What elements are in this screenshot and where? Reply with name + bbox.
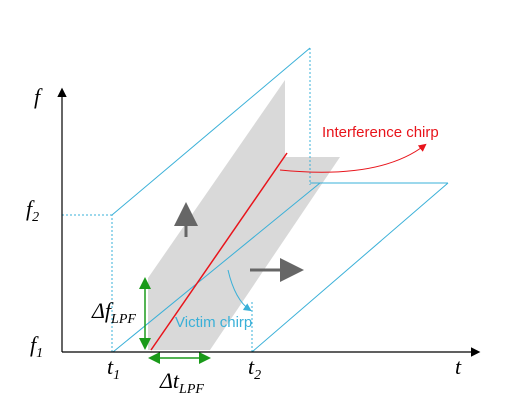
f2: f2 [26, 196, 39, 225]
sub: LPF [110, 312, 136, 327]
sub: 2 [32, 210, 39, 225]
base: f [30, 332, 39, 357]
shapes [57, 47, 481, 364]
base: t [248, 354, 255, 379]
base: t [107, 354, 114, 379]
t2: t2 [248, 354, 261, 383]
f1: f1 [30, 332, 43, 361]
delta-f-label: ΔfLPF [91, 298, 136, 327]
chirp-lines [62, 47, 449, 353]
blue-arrow [227, 269, 252, 312]
sub: LPF [178, 382, 204, 397]
interference-label: Interference chirp [322, 124, 439, 141]
y-axis-label: f [34, 84, 43, 109]
sub: 1 [113, 368, 120, 383]
red-arrow [279, 143, 427, 173]
x-axis-label: t [455, 354, 462, 379]
sub: 1 [36, 346, 43, 361]
delta-t-label: ΔtLPF [159, 368, 204, 397]
base: Δt [159, 368, 180, 393]
victim-label: Victim chirp [175, 314, 252, 331]
base: Δf [91, 298, 114, 323]
t1: t1 [107, 354, 120, 383]
sub: 2 [254, 368, 261, 383]
interference-line [150, 152, 288, 351]
base: f [26, 196, 35, 221]
